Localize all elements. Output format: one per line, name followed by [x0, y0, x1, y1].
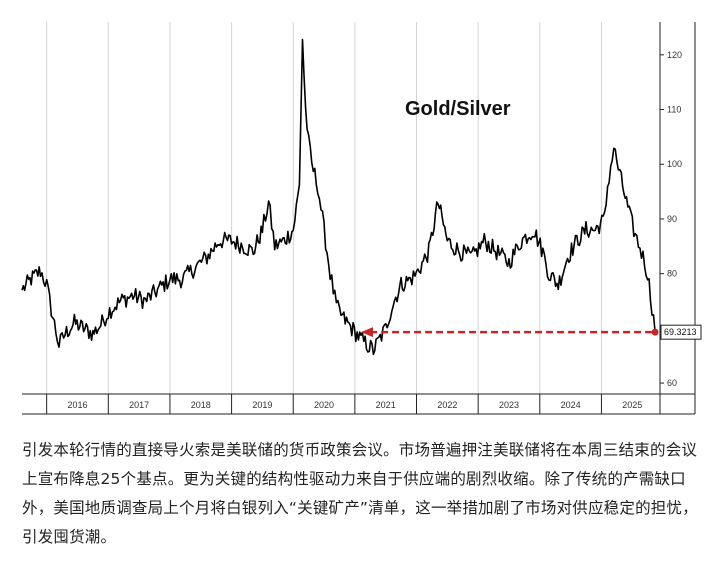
- y-tick-label: 120: [667, 50, 682, 60]
- y-tick-label: 110: [667, 105, 681, 115]
- annotation-layer: [361, 327, 659, 338]
- y-tick-label: 60: [667, 378, 677, 388]
- axis-layer: 2016 2017 2018 2019 2020 2021 2022 2023 2024 2025…: [22, 22, 702, 415]
- chart-title: Gold/Silver: [405, 98, 511, 120]
- x-tick-label: 2023: [499, 400, 519, 410]
- annotation-arrowhead: [361, 327, 374, 338]
- y-tick-label: 100: [667, 159, 682, 169]
- x-tick-label: 2019: [252, 400, 272, 410]
- gold-silver-ratio-chart: 2016 2017 2018 2019 2020 2021 2022 2023 2024 2025…: [21, 22, 702, 415]
- gold-silver-series-line: [21, 38, 656, 356]
- last-value-label: 69.3213: [664, 327, 697, 337]
- x-tick-label: 2022: [437, 400, 457, 410]
- x-tick-label: 2025: [622, 400, 642, 410]
- y-tick-label: 80: [667, 269, 677, 279]
- y-tick-label: 90: [667, 214, 677, 224]
- last-value-box: [660, 324, 702, 340]
- x-tick-label: 2018: [191, 400, 211, 410]
- caption-paragraph: 引发本轮行情的直接导火索是美联储的货币政策会议。市场普遍押注美联储将在本周三结束…: [22, 441, 698, 546]
- x-tick-label: 2017: [129, 400, 149, 410]
- x-tick-label: 2016: [67, 400, 87, 410]
- series-layer: [21, 38, 656, 356]
- article-caption: 引发本轮行情的直接导火索是美联储的货币政策会议。市场普遍押注美联储将在本周三结束…: [22, 436, 712, 552]
- x-tick-label: 2021: [376, 400, 396, 410]
- annotation-endpoint: [651, 328, 659, 336]
- x-tick-label: 2024: [561, 400, 581, 410]
- grid-lines: [46, 22, 602, 394]
- chart-area: 2016 2017 2018 2019 2020 2021 2022 2023 2024 2025…: [21, 22, 702, 415]
- x-tick-label: 2020: [314, 400, 334, 410]
